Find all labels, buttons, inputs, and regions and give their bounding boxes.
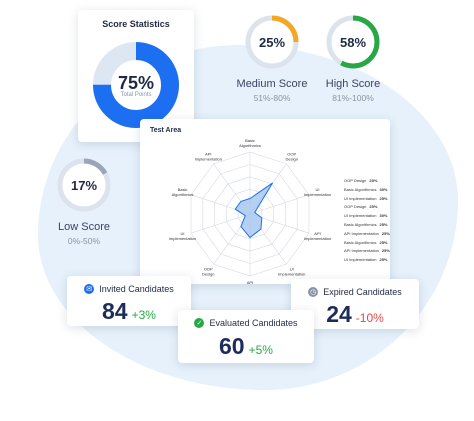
radar-axis-label: Basic Algorithmics [172, 187, 194, 197]
evaluated-candidates-value: 60 [219, 333, 245, 359]
legend-value: 30% [379, 213, 388, 219]
invited-candidates-card: ✉ Invited Candidates 84 +3% [67, 276, 191, 326]
legend-value: 25% [379, 221, 388, 227]
legend-label: Basic Algorithmics [344, 186, 377, 192]
medium-score-ring: 25% [244, 14, 300, 70]
legend-label: UI Implementation [344, 257, 377, 263]
radar-axis-label: UI Implementation [278, 266, 305, 276]
legend-item: Basic Algorithmics 30% [344, 186, 390, 195]
low-score-ring: 17% [56, 157, 112, 213]
legend-item: OOP Design 25% [344, 177, 390, 186]
high-score-ring: 58% [325, 14, 381, 70]
legend-item: UI Implementation 25% [344, 195, 390, 204]
legend-value: 25% [369, 204, 378, 210]
low-score-percent: 17% [70, 177, 98, 193]
legend-item: UI Implementation 30% [344, 212, 390, 221]
evaluated-candidates-delta: +5% [248, 343, 273, 357]
legend-item: OOP Design 25% [344, 203, 390, 212]
high-score-range: 81%-100% [332, 93, 374, 103]
high-score-percent: 58% [339, 34, 367, 50]
invited-candidates-value: 84 [102, 298, 128, 324]
legend-label: Basic Algorithmics [344, 239, 377, 245]
legend-item: API Implementation 25% [344, 230, 390, 239]
radar-axis-label: OOP Design [286, 152, 298, 162]
total-score-percent: 75% [117, 72, 155, 93]
evaluated-candidates-card: ✓ Evaluated Candidates 60 +5% [178, 310, 314, 363]
low-score-name: Low Score [58, 221, 110, 233]
medium-score-name: Medium Score [236, 78, 308, 90]
expired-candidates-label: Expired Candidates [323, 287, 402, 297]
legend-value: 25% [379, 195, 388, 201]
legend-label: API Implementation [344, 248, 379, 254]
radar-axis-label: OOP Design [202, 266, 214, 276]
medium-score-percent: 25% [258, 34, 286, 50]
test-area-card: Test Area Basic Algorithmics OOP Design UI Im… [140, 119, 390, 284]
legend-label: UI Implementation [344, 195, 377, 201]
check-icon: ✓ [194, 318, 205, 328]
mail-icon: ✉ [84, 284, 95, 294]
legend-value: 25% [379, 239, 388, 245]
radar-axis-label: Basic Algorithmics [239, 138, 261, 148]
test-area-title: Test Area [150, 127, 182, 134]
radar-spoke [190, 213, 251, 234]
low-score-range: 0%-50% [67, 236, 101, 246]
test-area-radar-chart: Basic Algorithmics OOP Design UI Implementati… [169, 138, 331, 284]
legend-label: API Implementation [344, 230, 379, 236]
radar-axis-label: UI Implementation [304, 187, 331, 197]
radar-axis-label: UI Implementation [169, 231, 196, 241]
legend-value: 30% [379, 186, 388, 192]
legend-item: API Implementation 25% [344, 247, 390, 256]
legend-item: Basic Algorithmics 25% [344, 221, 390, 230]
radar-data-area [234, 182, 274, 239]
invited-candidates-delta: +3% [131, 308, 156, 322]
legend-label: OOP Design [344, 204, 367, 210]
legend-label: Basic Algorithmics [344, 221, 377, 227]
invited-candidates-label: Invited Candidates [99, 284, 174, 294]
legend-value: 25% [381, 248, 390, 254]
high-score-name: High Score [325, 78, 381, 90]
medium-score-range: 51%-80% [253, 93, 291, 103]
legend-item: Basic Algorithmics 25% [344, 239, 390, 248]
legend-item: UI Implementation 25% [344, 256, 390, 265]
score-statistics-card: Score Statistics 75% Total Points [78, 10, 194, 142]
legend-value: 25% [381, 230, 390, 236]
radar-spoke [249, 194, 310, 215]
legend-value: 25% [379, 257, 388, 263]
total-score-donut: 75% Total Points [91, 40, 181, 130]
test-area-legend: OOP Design 25% Basic Algorithmics 30% UI Imp… [344, 177, 390, 265]
legend-label: OOP Design [344, 178, 367, 183]
expired-candidates-value: 24 [326, 301, 352, 327]
expired-candidates-delta: -10% [355, 311, 384, 325]
total-score-caption: Total Points [120, 91, 152, 98]
legend-label: UI Implementation [344, 213, 377, 219]
legend-value: 25% [369, 178, 378, 183]
clock-icon: ◷ [308, 287, 319, 297]
score-statistics-title: Score Statistics [102, 19, 170, 29]
evaluated-candidates-label: Evaluated Candidates [209, 318, 298, 328]
